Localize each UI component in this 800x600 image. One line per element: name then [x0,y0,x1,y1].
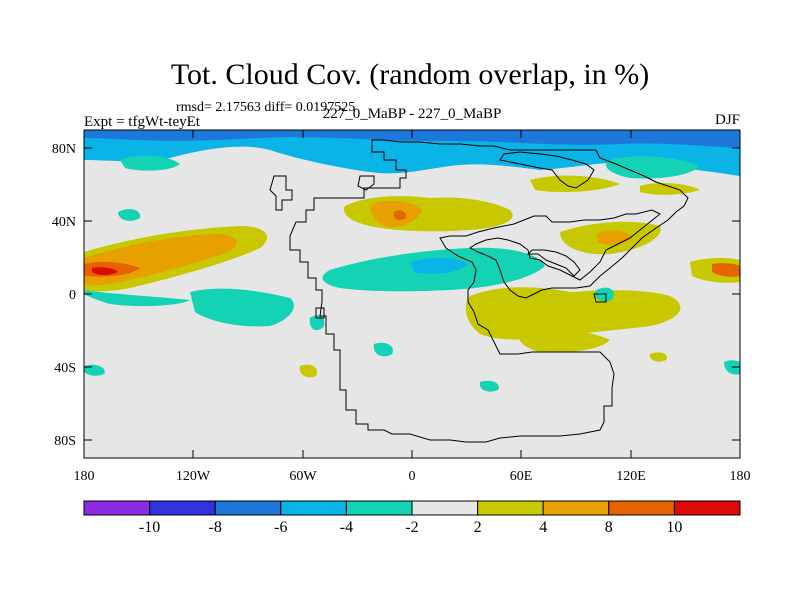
pangea-outline [289,139,689,443]
colorbar-box [608,500,675,516]
expt-label: Expt = tfgWt-teyEt [84,114,201,130]
lon-tick-label: 120W [176,469,211,484]
south-teal-patch-2 [479,380,499,392]
colorbar-labels: -10 -8 -6 -4 -2 2 4 8 10 [139,519,682,536]
island-east [593,293,607,303]
colorbar-label: -4 [340,519,353,536]
lon-tick-label: 180 [74,469,95,484]
lon-tick-label: 60E [510,469,533,484]
colorbar-label: 10 [666,519,682,536]
colorbar-box [345,500,413,516]
arctic-teal-patch [606,156,700,179]
colorbar-box [542,500,610,516]
lat-tick-label: 0 [69,288,76,303]
colorbar-label: -10 [139,519,160,536]
lat-tick-label: 40S [54,361,76,376]
center-label: 227_0_MaBP - 227_0_MaBP [323,106,502,122]
pacific-teal-south [84,290,190,307]
colorbar-label: -8 [209,519,222,536]
colorbar-box [673,500,741,516]
colorbar-box [149,500,216,516]
island-west [269,175,293,211]
northern-yellow-strip [530,175,620,192]
stats-label: rmsd= 2.17563 diff= 0.0197525 [176,100,355,115]
colorbar-box [214,500,282,516]
north-china-block [499,151,595,189]
equatorial-blue [410,257,468,274]
colorbar-label: 4 [539,519,547,536]
africa-yellow [465,287,681,340]
island-small [315,307,325,319]
arctic-teal-patch-2 [120,155,180,171]
colorbar-label: 8 [605,519,613,536]
arctic-band-blue [84,130,740,148]
eurasia-red [393,210,407,220]
lon-tick-marks [83,130,632,458]
colorbar-box [411,500,479,516]
colorbar-label: -6 [274,519,287,536]
lon-tick-label: 120E [616,469,646,484]
pacific-dark-red [92,267,118,275]
map-title: Tot. Cloud Cov. (random overlap, in %) [171,58,649,91]
lat-tick-label: 80S [54,434,76,449]
colorbar-box [477,500,544,516]
east-edge-orange [712,263,740,277]
pacific-teal-north [118,209,141,221]
anomaly-field [84,130,740,458]
colorbar [83,500,741,516]
coastlines [269,139,689,443]
colorbar-box [83,500,151,516]
colorbar-label: 2 [474,519,482,536]
lon-tick-label: 60W [289,469,317,484]
colorbar-label: -2 [405,519,418,536]
lon-tick-label: 0 [409,469,416,484]
south-yellow-west [299,364,318,378]
season-label: DJF [715,112,740,128]
colorbar-box [280,500,347,516]
south-teal-patch [373,342,393,357]
south-china-block [526,249,581,277]
lat-tick-marks [84,147,740,441]
northern-yellow-strip-2 [640,183,700,195]
south-yellow-patch [649,352,667,362]
lat-tick-label: 80N [52,142,76,157]
island-north [357,175,375,191]
lat-tick-label: 40N [52,215,76,230]
southern-yellow [518,328,610,353]
andes-teal [309,315,325,331]
equatorial-cyan-west [190,288,294,327]
lon-tick-label: 180 [730,469,751,484]
